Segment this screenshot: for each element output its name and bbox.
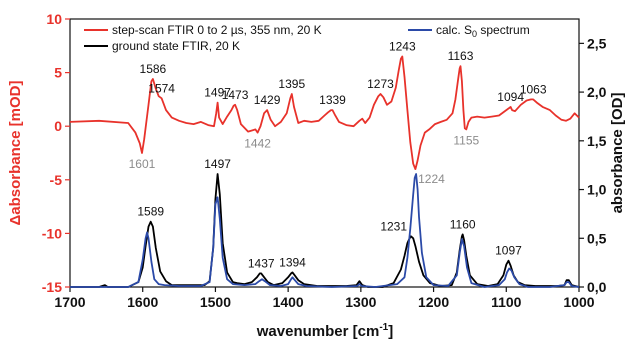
left-axis-ticks: 10 5 0 -5 -10 -15 xyxy=(42,11,70,295)
x-tick-label: 1500 xyxy=(200,294,231,310)
left-tick-label: 0 xyxy=(54,118,62,134)
peak-label: 1163 xyxy=(448,49,474,63)
peak-label: 1160 xyxy=(450,217,476,231)
series-ground-state-line xyxy=(70,173,580,288)
peak-label: 1063 xyxy=(520,82,547,96)
x-tick-label: 1700 xyxy=(54,294,85,310)
x-axis-ticks: 1700 1600 1500 1400 1300 1200 1100 1000 xyxy=(54,287,595,310)
peak-label: 1429 xyxy=(254,93,281,107)
x-tick-label: 1400 xyxy=(273,294,304,310)
x-tick-label: 1300 xyxy=(345,294,376,310)
legend-label-calc: calc. S0 spectrum xyxy=(436,23,530,39)
peak-label: 1273 xyxy=(367,77,394,91)
left-tick-label: 10 xyxy=(46,11,62,27)
right-tick-label: 0,5 xyxy=(587,230,607,246)
right-tick-label: 1,0 xyxy=(587,182,607,198)
x-tick-label: 1200 xyxy=(418,294,449,310)
right-axis-ticks: 0,0 0,5 1,0 1,5 2,0 2,5 xyxy=(579,35,607,295)
peak-label: 1395 xyxy=(278,77,305,91)
right-axis-label: absorbance [OD] xyxy=(609,93,626,214)
series-lines xyxy=(69,55,580,288)
left-axis-label: Δabsorbance [mOD] xyxy=(7,81,24,226)
left-tick-label: 5 xyxy=(54,65,62,81)
peak-label: 1442 xyxy=(244,137,271,151)
x-tick-label: 1600 xyxy=(127,294,158,310)
left-tick-label: -10 xyxy=(42,225,62,241)
series-calc-s0-line xyxy=(70,173,580,288)
peak-label: 1224 xyxy=(418,172,445,186)
series-step-scan-line xyxy=(69,55,580,171)
peak-label: 1586 xyxy=(140,62,167,76)
x-tick-label: 1100 xyxy=(491,294,522,310)
peak-label: 1589 xyxy=(137,205,164,219)
right-tick-label: 2,0 xyxy=(587,84,607,100)
x-tick-label: 1000 xyxy=(563,294,594,310)
peak-label: 1497 xyxy=(204,157,231,171)
peak-label: 1097 xyxy=(495,244,522,258)
x-axis-label: wavenumber [cm-1] xyxy=(256,322,393,340)
right-tick-label: 2,5 xyxy=(587,35,607,51)
legend-label-step-scan: step-scan FTIR 0 to 2 µs, 355 nm, 20 K xyxy=(112,23,322,37)
left-tick-label: -5 xyxy=(50,172,63,188)
peak-label: 1394 xyxy=(279,255,306,269)
peak-label: 1574 xyxy=(148,81,175,95)
peak-label: 1155 xyxy=(453,133,479,147)
right-tick-label: 1,5 xyxy=(587,133,607,149)
peak-label: 1243 xyxy=(389,40,416,54)
legend: step-scan FTIR 0 to 2 µs, 355 nm, 20 K g… xyxy=(84,23,530,53)
left-tick-label: -15 xyxy=(42,279,62,295)
peak-label: 1094 xyxy=(497,90,524,104)
peak-label: 1497 xyxy=(204,86,231,100)
peak-label: 1473 xyxy=(222,88,249,102)
right-tick-label: 0,0 xyxy=(587,279,607,295)
legend-label-ground-state: ground state FTIR, 20 K xyxy=(112,39,240,53)
peak-label: 1339 xyxy=(319,93,346,107)
peak-label: 1437 xyxy=(248,256,275,270)
peak-label: 1601 xyxy=(129,157,156,171)
peak-label: 1231 xyxy=(380,219,407,233)
